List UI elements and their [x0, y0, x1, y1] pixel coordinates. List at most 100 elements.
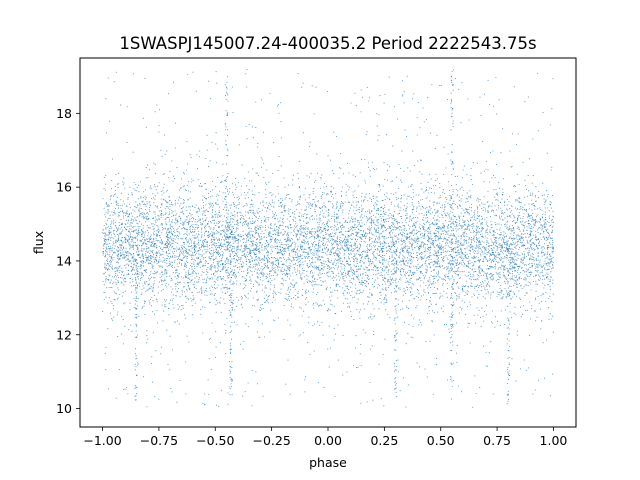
data-point [372, 167, 374, 170]
data-point [202, 282, 204, 284]
data-point [439, 242, 441, 244]
data-point [408, 251, 410, 253]
chart-title: 1SWASPJ145007.24-400035.2 Period 2222543… [119, 34, 536, 53]
data-point [159, 230, 161, 232]
data-point [180, 222, 182, 225]
data-point [240, 270, 243, 273]
data-point [314, 244, 317, 246]
data-point [528, 253, 530, 255]
data-point [485, 305, 488, 307]
data-point [542, 232, 544, 234]
data-point [334, 220, 336, 222]
data-point [290, 275, 292, 277]
data-point [410, 259, 412, 261]
data-point [466, 257, 468, 259]
data-point [189, 239, 192, 241]
data-point [499, 287, 501, 289]
data-point [342, 260, 344, 262]
data-point [425, 257, 427, 259]
data-point [162, 229, 164, 231]
data-point [270, 309, 272, 311]
data-point [257, 277, 259, 279]
data-point [337, 324, 339, 326]
data-point [449, 250, 451, 252]
data-point [172, 228, 174, 230]
data-point [456, 194, 458, 196]
data-point [475, 244, 478, 246]
data-point [348, 305, 350, 307]
data-point [120, 252, 122, 254]
data-point [260, 259, 262, 261]
data-point [328, 200, 330, 202]
data-point [327, 219, 329, 221]
data-point [416, 362, 418, 364]
data-point [438, 226, 440, 228]
data-point [311, 233, 313, 235]
data-point [328, 266, 331, 268]
data-point [138, 221, 141, 223]
data-point [491, 227, 493, 229]
data-point [455, 240, 457, 242]
data-point [358, 212, 360, 214]
data-point [207, 379, 209, 381]
data-point [205, 282, 208, 284]
data-point [147, 284, 150, 286]
data-point [144, 198, 147, 200]
data-point [527, 275, 529, 277]
data-point [339, 252, 341, 254]
data-point [435, 251, 437, 253]
data-point [109, 120, 111, 122]
data-point [266, 264, 269, 266]
data-point [368, 226, 370, 228]
data-point [232, 274, 234, 276]
data-point [329, 239, 332, 242]
data-point [448, 276, 450, 278]
data-point [197, 242, 199, 244]
data-point [209, 337, 211, 339]
data-point [208, 166, 210, 168]
data-point [491, 252, 493, 254]
data-point [335, 240, 337, 242]
data-point [259, 307, 261, 309]
data-point [174, 147, 176, 149]
data-point [385, 272, 387, 274]
data-point [320, 228, 322, 230]
data-point [529, 267, 531, 269]
data-point [261, 271, 263, 273]
data-point [151, 250, 153, 252]
data-point [288, 278, 290, 280]
data-point [480, 274, 482, 276]
data-point [329, 241, 331, 243]
data-point [516, 254, 518, 256]
data-point [119, 265, 121, 267]
data-point [244, 247, 246, 249]
data-point [499, 244, 502, 246]
data-point [143, 287, 145, 289]
data-point [550, 258, 552, 260]
data-point [483, 93, 485, 95]
data-point [182, 286, 184, 288]
data-point [223, 180, 225, 182]
data-point [369, 231, 371, 233]
data-point [362, 217, 364, 219]
data-point [263, 263, 265, 265]
data-point [298, 202, 300, 205]
data-point [171, 242, 173, 244]
data-point [390, 263, 392, 265]
data-point [487, 259, 489, 261]
data-point [329, 269, 331, 271]
data-point [284, 211, 286, 213]
data-point [360, 274, 362, 276]
data-point [409, 263, 411, 265]
data-point [212, 204, 214, 206]
data-point [294, 263, 296, 265]
data-point [163, 228, 165, 230]
data-point [503, 231, 505, 233]
data-point [110, 223, 112, 225]
data-point [470, 195, 472, 197]
data-point [318, 274, 320, 277]
data-point [519, 297, 521, 299]
data-point [147, 262, 150, 264]
data-point [552, 248, 554, 250]
data-point [373, 228, 376, 230]
